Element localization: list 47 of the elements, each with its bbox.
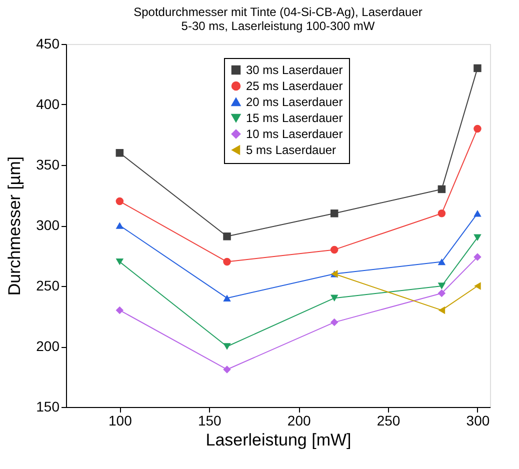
y-tick-label: 250 — [36, 278, 60, 294]
x-tick-label: 100 — [108, 412, 132, 428]
point — [474, 234, 482, 241]
point — [330, 210, 338, 218]
legend-label: 10 ms Laserdauer — [246, 127, 343, 141]
y-tick-label: 200 — [36, 338, 60, 354]
chart-title: Spotdurchmesser mit Tinte (04-Si-CB-Ag), Laserdauer 5-30 ms, Laserleistung 100-300 mW — [134, 5, 422, 33]
legend-label: 5 ms Laserdauer — [246, 143, 336, 157]
point — [116, 149, 124, 157]
x-tick-label: 150 — [198, 412, 222, 428]
x-axis-title: Laserleistung [mW] — [206, 430, 352, 450]
y-tick-label: 150 — [36, 398, 60, 414]
x-tick-label: 250 — [376, 412, 400, 428]
y-axis-title: Durchmesser [µm] — [5, 156, 24, 296]
y-tick-label: 300 — [36, 217, 60, 233]
point — [330, 246, 338, 254]
legend-label: 30 ms Laserdauer — [246, 63, 343, 77]
x-tick-label: 300 — [466, 412, 490, 428]
point — [474, 253, 482, 261]
point — [330, 318, 338, 326]
point — [116, 306, 124, 314]
y-tick-label: 400 — [36, 96, 60, 112]
y-tick-label: 350 — [36, 156, 60, 172]
point — [438, 282, 446, 290]
point — [474, 282, 481, 290]
point — [438, 258, 446, 266]
legend-label: 25 ms Laserdauer — [246, 79, 343, 93]
point — [116, 197, 124, 206]
point — [438, 289, 446, 298]
point — [438, 306, 446, 314]
point — [438, 210, 446, 218]
legend-label: 20 ms Laserdauer — [246, 95, 343, 109]
point — [474, 124, 482, 133]
point — [438, 185, 446, 194]
point — [330, 294, 338, 302]
point — [223, 294, 231, 302]
point — [223, 343, 231, 350]
point — [116, 222, 124, 229]
point — [223, 366, 231, 374]
point — [223, 258, 231, 266]
x-tick-label: 200 — [287, 412, 311, 428]
y-tick-label: 450 — [36, 36, 60, 52]
legend-label: 15 ms Laserdauer — [246, 111, 343, 125]
point — [474, 64, 482, 72]
point — [223, 232, 231, 240]
point — [474, 210, 482, 217]
point — [116, 258, 124, 266]
